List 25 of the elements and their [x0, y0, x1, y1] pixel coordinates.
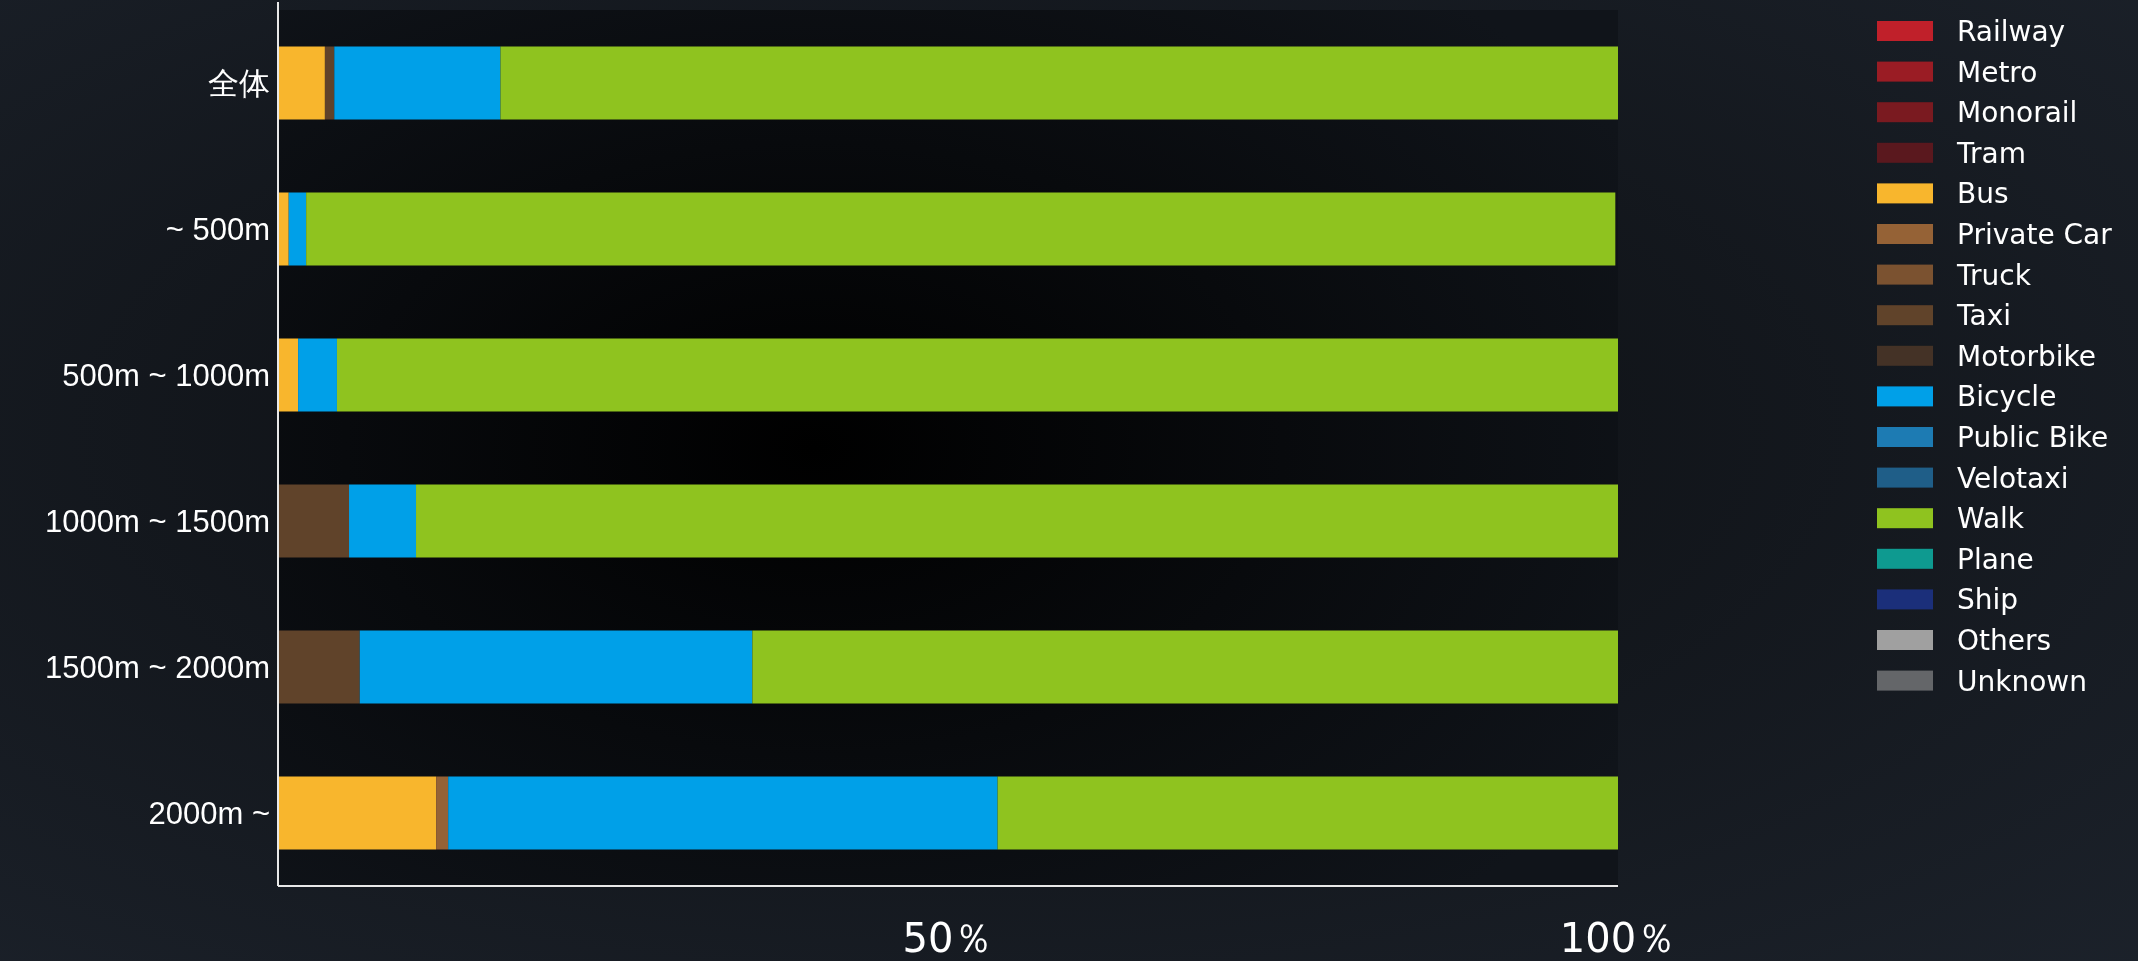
y-tick-label: 全体: [208, 66, 270, 101]
legend-label: Others: [1957, 624, 2052, 657]
y-tick-label: ~ 500m: [165, 212, 270, 247]
legend-label: Tram: [1956, 136, 2026, 170]
legend-label: Plane: [1957, 542, 2034, 576]
legend-label: Unknown: [1957, 664, 2087, 698]
legend-label: Public Bike: [1957, 421, 2109, 454]
legend-label: Walk: [1957, 502, 2025, 536]
legend-label: Truck: [1956, 258, 2032, 292]
x-tick-label: 100％: [1559, 915, 1677, 961]
legend-label: Private Car: [1957, 218, 2113, 251]
legend-label: Ship: [1957, 583, 2019, 617]
x-tick-label: 50％: [902, 915, 994, 961]
y-tick-label: 1000m ~ 1500m: [45, 504, 270, 539]
legend-label: Taxi: [1956, 299, 2011, 333]
y-tick-label: 2000m ~: [148, 796, 270, 831]
legend-label: Bus: [1957, 177, 2009, 211]
legend-label: Velotaxi: [1957, 461, 2069, 495]
legend-label: Metro: [1957, 55, 2038, 89]
legend-label: Motorbike: [1957, 339, 2096, 373]
legend-label: Monorail: [1957, 96, 2078, 130]
legend-label: Railway: [1957, 15, 2066, 48]
y-tick-label: 500m ~ 1000m: [62, 358, 270, 393]
y-tick-label: 1500m ~ 2000m: [45, 650, 270, 685]
legend-label: Bicycle: [1957, 380, 2057, 414]
